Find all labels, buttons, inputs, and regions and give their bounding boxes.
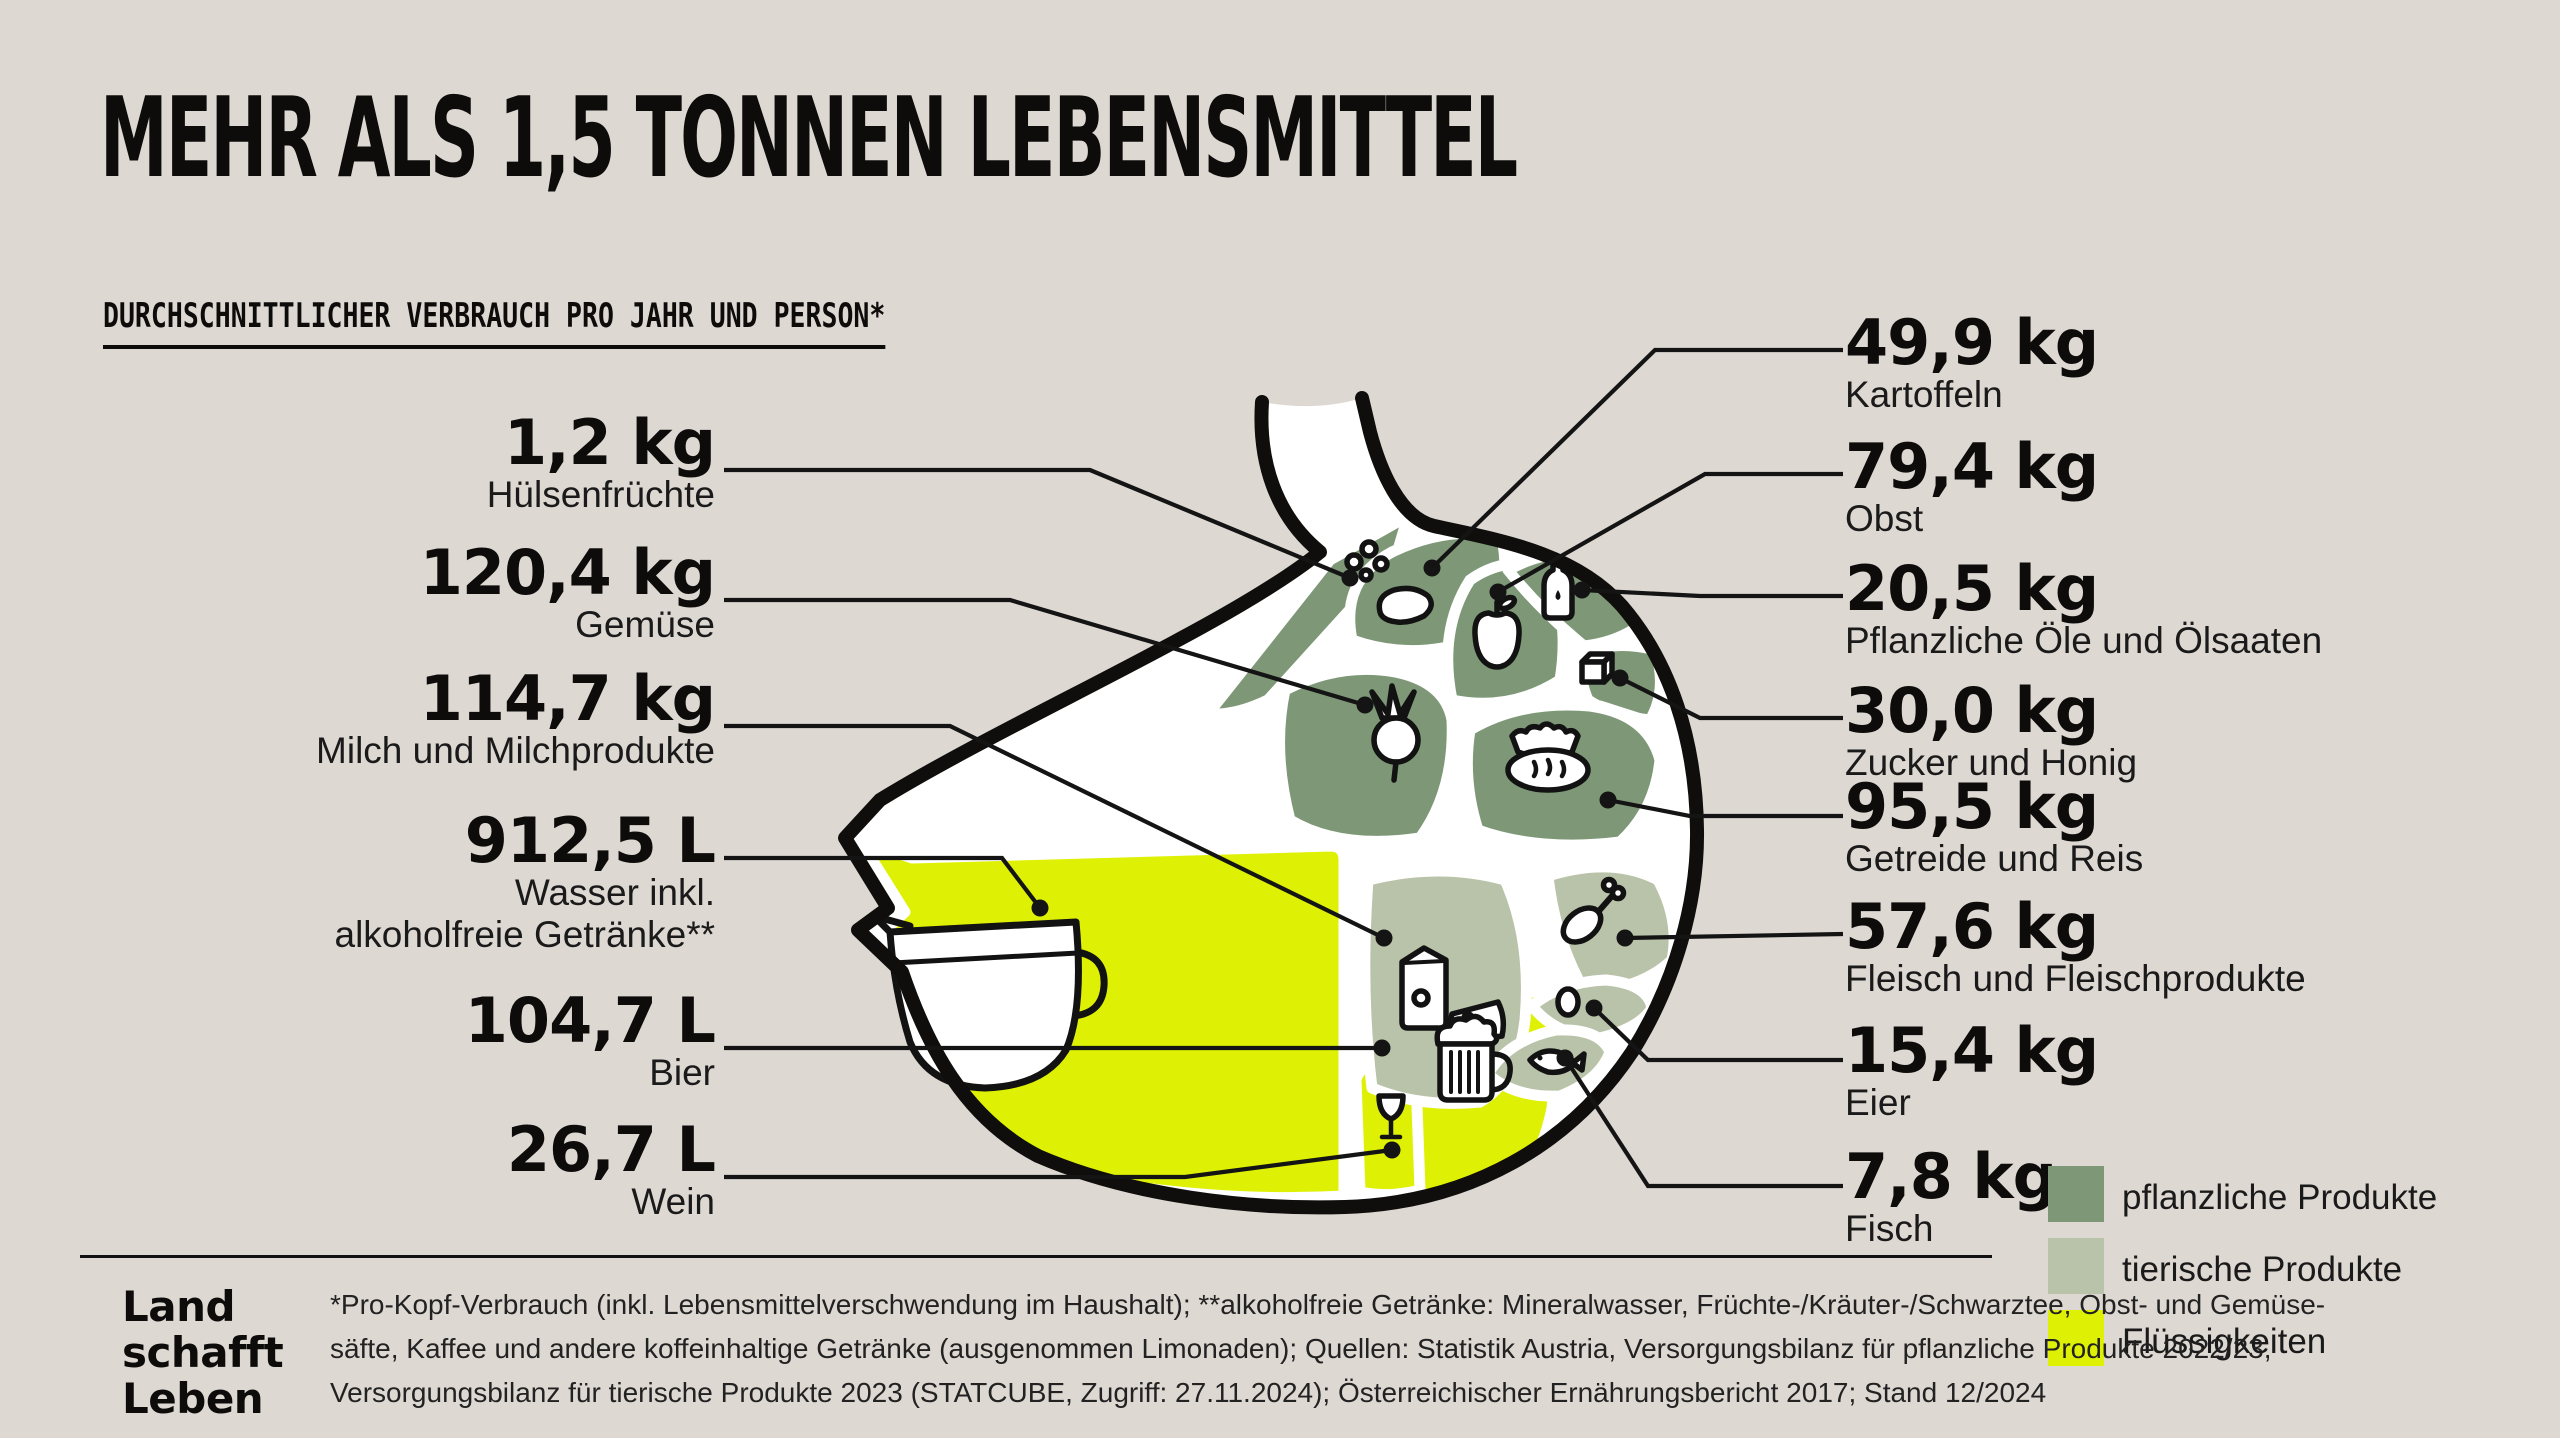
category-fleisch: Fleisch und Fleischprodukte	[1845, 958, 2306, 999]
leader-gemuese	[724, 597, 1366, 708]
category-eier: Eier	[1845, 1082, 1911, 1123]
category-milch: Milch und Milchprodukte	[316, 730, 715, 771]
cell-gemuese	[1274, 663, 1458, 847]
sugar-cube-icon	[1579, 651, 1615, 685]
category-oele: Pflanzliche Öle und Ölsaaten	[1845, 620, 2323, 661]
leader-huelsenfruechte	[724, 467, 1351, 580]
apple-icon	[1472, 594, 1522, 670]
label-wein: 26,7 L Wein	[506, 1113, 716, 1223]
leader-wasser	[724, 855, 1042, 910]
page-subtitle: DURCHSCHNITTLICHER VERBRAUCH PRO JAHR UN…	[103, 296, 886, 349]
page-title: MEHR ALS 1,5 TONNEN LEBENSMITTEL	[100, 74, 1518, 203]
leader-lines	[724, 347, 1844, 1189]
chicken-leg-icon	[1560, 876, 1627, 945]
label-obst: 79,4 kg Obst	[1845, 430, 2099, 540]
legend-swatch-pflanzlich	[2048, 1166, 2104, 1222]
leader-dots	[1031, 559, 1634, 1159]
value-getreide: 95,5 kg	[1845, 770, 2099, 843]
category-getreide: Getreide und Reis	[1845, 838, 2144, 879]
category-obst: Obst	[1845, 498, 1924, 539]
leader-zucker	[1619, 676, 1843, 721]
label-eier: 15,4 kg Eier	[1845, 1014, 2099, 1124]
leader-fleisch	[1624, 931, 1844, 941]
footnote-line-2: säfte, Kaffee und andere koffeinhaltige …	[330, 1333, 2272, 1364]
label-milch: 114,7 kg Milch und Milchprodukte	[316, 662, 716, 772]
oil-bottle-icon	[1541, 557, 1575, 621]
beet-icon	[1369, 683, 1421, 783]
label-oele: 20,5 kg Pflanzliche Öle und Ölsaaten	[1845, 558, 2322, 662]
label-gemuese: 120,4 kg Gemüse	[419, 536, 716, 646]
value-obst: 79,4 kg	[1845, 430, 2099, 503]
legend-swatch-tierisch	[2048, 1238, 2104, 1294]
bread-bowl-icon	[1505, 721, 1591, 793]
value-bier: 104,7 L	[464, 984, 716, 1057]
leader-kartoffeln	[1430, 347, 1843, 570]
value-eier: 15,4 kg	[1845, 1014, 2099, 1087]
category-kartoffeln: Kartoffeln	[1845, 374, 2003, 415]
value-kartoffeln: 49,9 kg	[1845, 306, 2099, 379]
value-milch: 114,7 kg	[419, 662, 716, 735]
land-schafft-leben-logo: Land schafft Leben	[122, 1282, 284, 1423]
label-bier: 104,7 L Bier	[464, 984, 716, 1094]
wine-glass-icon	[1376, 1093, 1406, 1140]
value-gemuese: 120,4 kg	[419, 536, 716, 609]
legend-label-tierisch: tierische Produkte	[2122, 1250, 2403, 1289]
legend-label-pflanzlich: pflanzliche Produkte	[2122, 1178, 2438, 1217]
value-zucker: 30,0 kg	[1845, 674, 2099, 747]
legend-swatch-fluessigkeiten	[2048, 1310, 2104, 1366]
leader-eier	[1592, 1006, 1843, 1063]
category-fisch: Fisch	[1845, 1208, 1934, 1249]
leader-getreide	[1607, 797, 1843, 819]
value-huelsenfruechte: 1,2 kg	[503, 406, 716, 479]
footnote-line-1: *Pro-Kopf-Verbrauch (inkl. Lebensmittelv…	[330, 1289, 2326, 1320]
potato-icon	[1376, 585, 1434, 625]
legend-label-fluessigkeiten: Flüssigkeiten	[2122, 1322, 2327, 1361]
footnote-line-3: Versorgungsbilanz für tierische Produkte…	[330, 1377, 2047, 1408]
value-fleisch: 57,6 kg	[1845, 890, 2099, 963]
label-fisch: 7,8 kg Fisch	[1845, 1140, 2057, 1250]
beer-mug-icon	[1434, 1013, 1513, 1103]
value-oele: 20,5 kg	[1845, 552, 2099, 625]
leader-obst	[1496, 471, 1843, 594]
category-gemuese: Gemüse	[575, 604, 715, 645]
logo-line-1: Land	[122, 1282, 236, 1331]
leader-milch	[724, 723, 1385, 940]
category-zucker: Zucker und Honig	[1845, 742, 2138, 783]
label-huelsenfruechte: 1,2 kg Hülsenfrüchte	[486, 406, 716, 516]
category-wein: Wein	[631, 1181, 715, 1222]
value-fisch: 7,8 kg	[1845, 1140, 2057, 1213]
leader-fisch	[1563, 1056, 1843, 1189]
footer-divider	[80, 1255, 1992, 1258]
category-huelsenfruechte: Hülsenfrüchte	[486, 474, 715, 515]
label-getreide: 95,5 kg Getreide und Reis	[1845, 776, 2143, 880]
label-wasser: 912,5 L Wasser inkl. alkoholfreie Geträn…	[335, 810, 716, 956]
label-fleisch: 57,6 kg Fleisch und Fleischprodukte	[1845, 896, 2306, 1000]
category-bier: Bier	[649, 1052, 715, 1093]
leader-wein	[724, 1147, 1393, 1180]
stomach-outline	[838, 391, 1705, 1215]
leader-oele	[1581, 587, 1843, 599]
value-wein: 26,7 L	[506, 1113, 716, 1186]
label-zucker: 30,0 kg Zucker und Honig	[1845, 680, 2137, 784]
category-wasser: Wasser inkl. alkoholfreie Getränke**	[334, 872, 716, 955]
logo-line-3: Leben	[122, 1374, 264, 1423]
logo-line-2: schafft	[122, 1328, 284, 1377]
value-wasser: 912,5 L	[464, 804, 716, 877]
peas-icon	[1344, 539, 1390, 583]
label-kartoffeln: 49,9 kg Kartoffeln	[1845, 306, 2099, 416]
egg-icon	[1555, 986, 1581, 1018]
